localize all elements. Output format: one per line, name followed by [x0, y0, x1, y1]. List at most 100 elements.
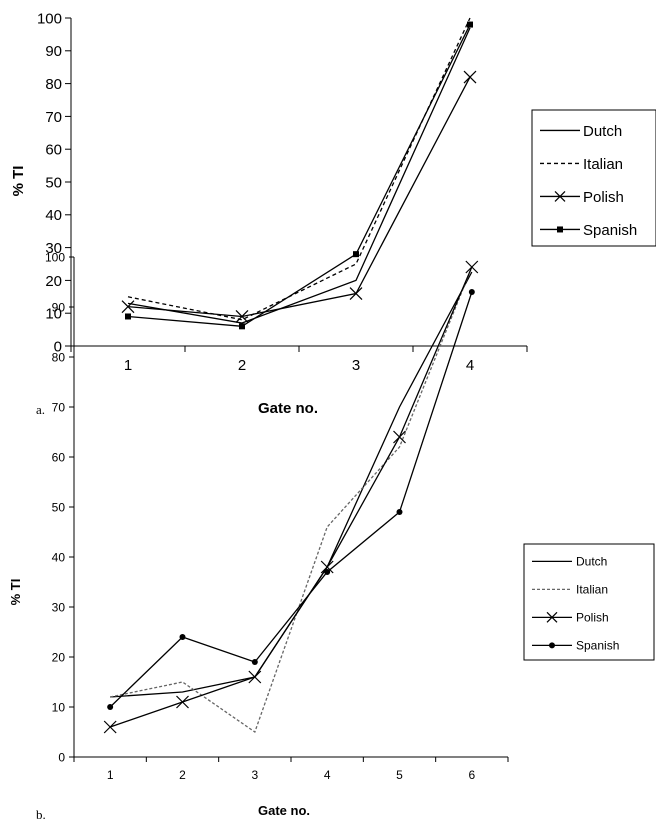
panel-a-ytick-label: 100 [37, 10, 62, 27]
panel-a-series-polish-point-stroke [349, 287, 363, 300]
panel-a-ytick-label: 90 [45, 43, 62, 60]
panel-a-xtick-label: 1 [124, 357, 132, 374]
panel-b-ytick-label: 30 [52, 600, 66, 614]
panel-a-series-polish-point-stroke [463, 70, 477, 84]
panel-b-legend-box [523, 543, 655, 661]
panel-a-ytick-label: 60 [45, 142, 62, 159]
panel-b-series-spanish-point [396, 509, 403, 515]
panel-b-series-polish-point-stroke [176, 695, 189, 709]
panel-b-legend-label-italian: Italian [576, 583, 608, 597]
panel-b-ytick-label: 0 [58, 750, 65, 764]
panel-a-legend: Dutch Italian Polish Spanish [531, 109, 656, 247]
panel-b-xtick-label: 2 [179, 768, 186, 782]
panel-b-ytick-label: 50 [52, 500, 66, 514]
panel-a-series-spanish-point [353, 251, 359, 258]
panel-b-ylabel: % TI [8, 579, 23, 606]
panel-a-series-italian-line [127, 17, 471, 321]
panel-b-legend: Dutch Italian Polish Spanish [523, 543, 655, 661]
panel-b-series-spanish-point [179, 634, 186, 640]
panel-b-series-italian-line [110, 266, 473, 734]
panel-a-ytick-label: 30 [45, 240, 62, 257]
panel-a-series [121, 17, 477, 330]
panel-a-series-spanish-point [239, 323, 245, 330]
panel-b-xlabel: Gate no. [258, 803, 310, 818]
panel-a-ytick-label: 10 [45, 306, 62, 323]
panel-a-ytick-label: 20 [45, 273, 62, 290]
panel-b-series-spanish-line [109, 291, 473, 708]
panel-a-series-spanish-point [125, 313, 131, 320]
panel-a-legend-marker-spanish [557, 226, 563, 233]
panel-a-series-polish-point-stroke [121, 300, 135, 314]
panel-a-legend-marker-polish [554, 191, 566, 202]
panel-a-series-polish-point [121, 300, 135, 314]
panel-b-series-polish-point-stroke [248, 670, 262, 684]
panel-b-series-polish-point [103, 720, 117, 734]
panel-b-ytick-label: 80 [52, 350, 66, 364]
panel-b-series-spanish-point [107, 704, 114, 710]
panel-b-series-spanish-point [324, 569, 331, 575]
panel-a-series-polish-point-stroke [235, 310, 249, 323]
panel-a-series-polish-point [463, 70, 477, 84]
panel-b-series-spanish-point [251, 659, 258, 665]
panel-b-series-polish-point-stroke [465, 260, 479, 274]
panel-a-legend-label-italian: Italian [583, 156, 623, 173]
panel-b-legend-label-polish: Polish [576, 611, 609, 625]
panel-b-series-polish-point [176, 695, 189, 709]
chart-panel-a: 0 10 20 30 40 50 60 70 80 90 100 1 2 3 4 % TI Gate no.… [10, 10, 656, 417]
panel-b-series-polish-point [393, 430, 406, 444]
panel-a-series-spanish-line [127, 24, 471, 327]
panel-b-ytick-label: 100 [45, 250, 65, 264]
panel-b-legend-label-spanish: Spanish [576, 639, 619, 653]
panel-a-ytick-label: 80 [45, 76, 62, 93]
panel-b-xtick-label: 6 [468, 768, 475, 782]
panel-a-ytick-label: 0 [54, 338, 62, 355]
panel-a-legend-label-polish: Polish [583, 189, 624, 206]
panel-a-legend-marker-polish-stroke [554, 191, 566, 202]
panel-a-xtick-label: 2 [238, 357, 246, 374]
panel-b-series-polish-point-stroke [393, 430, 406, 444]
panel-a-series-polish-line [127, 76, 471, 318]
panel-b-ytick-label: 20 [52, 650, 66, 664]
panel-b-series-polish-point [320, 560, 334, 574]
panel-a-legend-label-dutch: Dutch [583, 123, 622, 140]
panel-b-ytick-label: 90 [52, 300, 66, 314]
panel-b-series-polish-point-stroke [103, 720, 117, 734]
panel-a-xtick-label: 4 [466, 357, 474, 374]
panel-a-axes: 0 10 20 30 40 50 60 70 80 90 100 1 2 3 4 [37, 10, 528, 374]
panel-b-series-polish-point [465, 260, 479, 274]
panel-a-legend-label-spanish: Spanish [583, 222, 637, 239]
panel-a-legend-box [531, 109, 656, 247]
panel-b-xtick-label: 1 [107, 768, 114, 782]
panel-b-ytick-label: 70 [52, 400, 66, 414]
panel-b-xtick-label: 5 [396, 768, 403, 782]
panel-b-series-spanish-point [468, 289, 475, 295]
panel-b-series-dutch-line [110, 271, 473, 698]
panel-a-label: a. [36, 402, 45, 417]
panel-a-series-polish-point [235, 310, 249, 323]
panel-a-ytick-label: 40 [45, 207, 62, 224]
panel-b-series-polish-point-stroke [320, 560, 334, 574]
panel-b-series [103, 260, 479, 734]
panel-b-series-polish-line [109, 266, 473, 728]
panel-b-xtick-label: 3 [251, 768, 258, 782]
panel-b-legend-label-dutch: Dutch [576, 555, 607, 569]
panel-b-ytick-label: 60 [52, 450, 66, 464]
panel-b-label: b. [36, 807, 46, 822]
panel-b-legend-marker-spanish [549, 642, 555, 649]
panel-a-ylabel: % TI [10, 166, 27, 197]
panel-a-series-polish-point [349, 287, 363, 300]
panel-a-ytick-label: 70 [45, 109, 62, 126]
panel-b-ytick-label: 10 [52, 700, 66, 714]
panel-b-legend-marker-polish-stroke [546, 611, 558, 623]
panel-a-xtick-label: 3 [352, 357, 360, 374]
panel-a-series-spanish-point [467, 21, 473, 28]
panel-a-ytick-label: 50 [45, 174, 62, 191]
panel-b-legend-marker-polish [546, 611, 558, 623]
panel-a-series-dutch-line [127, 27, 471, 324]
panel-b-ytick-label: 40 [52, 550, 66, 564]
panel-b-series-polish-point [248, 670, 262, 684]
panel-a-xlabel: Gate no. [258, 400, 318, 417]
